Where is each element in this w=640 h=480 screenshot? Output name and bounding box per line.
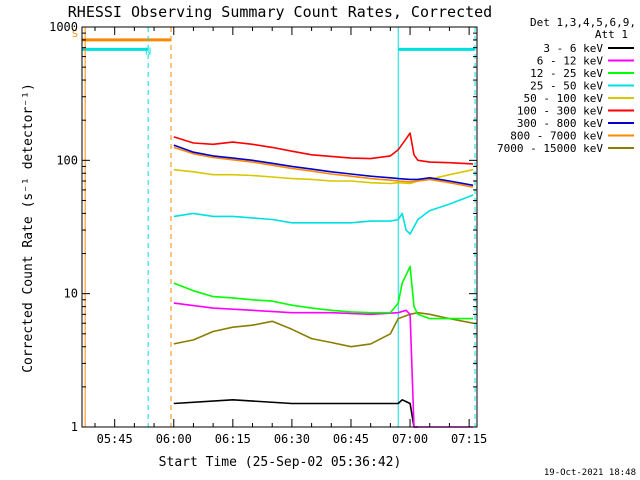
plot-frame bbox=[81, 26, 478, 428]
legend-label-0: 3 - 6 keV bbox=[543, 42, 603, 55]
axes: 1 10 100 1000 05:45 06:00 06:15 06:30 06:45 07:00… bbox=[49, 20, 487, 446]
legend-label-2: 12 - 25 keV bbox=[530, 67, 603, 80]
legend-label-6: 300 - 800 keV bbox=[517, 117, 603, 130]
legend-label-8: 7000 - 15000 keV bbox=[497, 142, 603, 155]
x-tick-label-6: 07:15 bbox=[451, 432, 487, 446]
flag-bars: SN bbox=[72, 29, 476, 57]
x-tick-label-0: 05:45 bbox=[97, 432, 133, 446]
series-5 bbox=[173, 132, 474, 165]
series-0 bbox=[173, 399, 418, 428]
x-axis-label: Start Time (25-Sep-02 05:36:42) bbox=[159, 455, 402, 470]
legend-label-4: 50 - 100 keV bbox=[524, 92, 604, 105]
y-tick-label-1000: 1000 bbox=[49, 20, 78, 34]
y-tick-label-10: 10 bbox=[64, 287, 78, 301]
x-tick-label-1: 06:00 bbox=[156, 432, 192, 446]
legend-label-3: 25 - 50 keV bbox=[530, 80, 603, 93]
flag-label-n: N bbox=[145, 46, 151, 57]
legend-title-line-1: Det 1,3,4,5,6,9, bbox=[530, 16, 636, 29]
series-6 bbox=[173, 144, 474, 187]
series-8 bbox=[173, 311, 474, 348]
y-tick-label-1: 1 bbox=[71, 420, 78, 434]
x-tick-label-3: 06:30 bbox=[274, 432, 310, 446]
attenuator-lines bbox=[84, 27, 476, 427]
chart-title: RHESSI Observing Summary Count Rates, Co… bbox=[68, 3, 492, 21]
legend-label-7: 800 - 7000 keV bbox=[510, 130, 603, 143]
legend-label-1: 6 - 12 keV bbox=[537, 55, 604, 68]
series-3 bbox=[173, 194, 474, 235]
legend-label-5: 100 - 300 keV bbox=[517, 105, 603, 118]
y-axis-label: Corrected Count Rate (s⁻¹ detector⁻¹) bbox=[21, 83, 36, 373]
flag-label-s: S bbox=[72, 29, 78, 40]
y-tick-label-100: 100 bbox=[56, 153, 78, 167]
series-lines bbox=[173, 132, 474, 428]
series-7 bbox=[173, 146, 474, 188]
x-tick-label-2: 06:15 bbox=[215, 432, 251, 446]
x-tick-label-4: 06:45 bbox=[333, 432, 369, 446]
series-2 bbox=[173, 265, 474, 320]
timestamp: 19-Oct-2021 18:48 bbox=[544, 468, 636, 478]
legend-title-line-2: Att 1 bbox=[595, 28, 628, 41]
x-tick-label-5: 07:00 bbox=[392, 432, 428, 446]
